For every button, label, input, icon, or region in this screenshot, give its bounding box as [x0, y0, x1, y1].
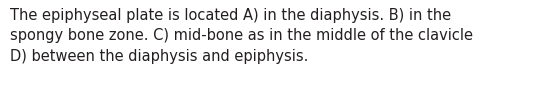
Text: The epiphyseal plate is located A) in the diaphysis. B) in the
spongy bone zone.: The epiphyseal plate is located A) in th… [10, 8, 473, 64]
